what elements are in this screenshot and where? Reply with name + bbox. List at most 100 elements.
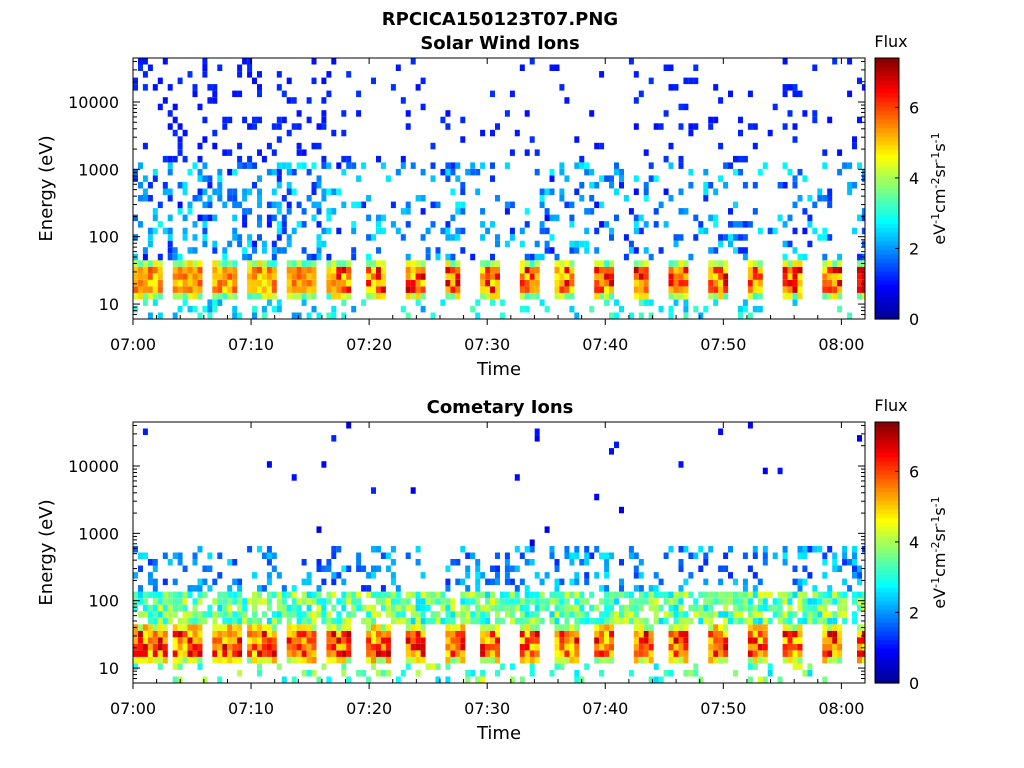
colorbar-segment (875, 465, 899, 471)
heatmap-cell (847, 312, 853, 319)
colorbar-segment (875, 127, 899, 133)
heatmap-cell (187, 71, 193, 78)
heatmap-cell (747, 292, 753, 300)
heatmap-cell (167, 253, 173, 261)
heatmap-cell (594, 286, 600, 293)
heatmap-cell (713, 611, 719, 618)
heatmap-cell (242, 116, 248, 124)
heatmap-cell (534, 630, 540, 638)
heatmap-cell (291, 123, 297, 130)
heatmap-cell (648, 162, 654, 169)
heatmap-cell (509, 234, 515, 241)
colorbar-segment (875, 131, 899, 137)
heatmap-cell (713, 656, 719, 664)
heatmap-cell (797, 604, 803, 612)
heatmap-cell (192, 266, 198, 274)
heatmap-cell (747, 260, 753, 267)
heatmap-cell (257, 116, 262, 124)
heatmap-cell (648, 253, 654, 261)
heatmap-cell (792, 182, 798, 189)
heatmap-cell (142, 279, 148, 287)
heatmap-cell (321, 77, 327, 85)
heatmap-cell (266, 461, 272, 468)
heatmap-cell (663, 617, 669, 625)
heatmap-cell (475, 676, 481, 683)
heatmap-cell (822, 286, 828, 293)
colorbar-segment (875, 105, 899, 111)
heatmap-cell (157, 260, 163, 267)
heatmap-cell (638, 643, 644, 651)
heatmap-cell (217, 286, 223, 293)
heatmap-cell (376, 643, 381, 651)
heatmap-cell (177, 630, 183, 638)
heatmap-cell (837, 643, 843, 651)
heatmap-cell (609, 279, 614, 287)
heatmap-cell (187, 260, 193, 267)
heatmap-cell (311, 617, 317, 625)
heatmap-cell (529, 546, 535, 553)
heatmap-cell (445, 663, 451, 670)
heatmap-cell (405, 630, 411, 638)
heatmap-cell (485, 624, 491, 631)
heatmap-cell (138, 637, 143, 644)
heatmap-cell (301, 630, 307, 638)
heatmap-cell (490, 624, 495, 631)
heatmap-cell (177, 624, 183, 631)
heatmap-cell (678, 656, 684, 664)
heatmap-cell (281, 227, 287, 235)
heatmap-cell (306, 578, 312, 586)
heatmap-cell (138, 598, 143, 605)
heatmap-cell (445, 168, 451, 176)
heatmap-cell (440, 116, 446, 124)
heatmap-cell (440, 598, 446, 605)
heatmap-cell (450, 286, 456, 293)
heatmap-cell (733, 221, 738, 228)
heatmap-cell (693, 77, 699, 85)
heatmap-cell (326, 611, 332, 618)
heatmap-cell (490, 637, 495, 644)
heatmap-cell (356, 598, 362, 605)
heatmap-cell (673, 617, 679, 625)
heatmap-cell (281, 90, 287, 98)
heatmap-cell (435, 253, 441, 261)
heatmap-cell (212, 240, 218, 248)
heatmap-cell (187, 168, 193, 176)
heatmap-cell (346, 71, 352, 78)
heatmap-cell (668, 591, 674, 599)
heatmap-cell (638, 656, 644, 664)
heatmap-cell (227, 656, 233, 664)
heatmap-cell (861, 591, 865, 599)
heatmap-cell (678, 123, 684, 130)
heatmap-cell (723, 637, 729, 644)
heatmap-cell (857, 214, 862, 222)
heatmap-cell (718, 578, 724, 586)
heatmap-cell (380, 273, 386, 280)
heatmap-cell (579, 598, 585, 605)
heatmap-cell (410, 604, 416, 612)
heatmap-cell (584, 559, 590, 566)
heatmap-cell (495, 572, 500, 579)
heatmap-cell (252, 279, 257, 287)
heatmap-cell (252, 598, 257, 605)
heatmap-cell (247, 637, 253, 644)
heatmap-cell (291, 643, 297, 651)
heatmap-cell (529, 611, 535, 618)
heatmap-cell (405, 123, 411, 130)
heatmap-cell (658, 617, 664, 625)
colorbar-segment (875, 92, 899, 98)
heatmap-cell (311, 670, 317, 677)
heatmap-cell (192, 604, 198, 612)
heatmap-cell (455, 624, 461, 631)
heatmap-cell (569, 656, 575, 664)
heatmap-cell (261, 637, 267, 644)
heatmap-cell (410, 260, 416, 267)
heatmap-cell (460, 604, 466, 612)
heatmap-cell (301, 247, 307, 254)
heatmap-cell (812, 617, 818, 625)
heatmap-cell (485, 630, 491, 638)
heatmap-cell (252, 637, 257, 644)
heatmap-cell (420, 77, 426, 85)
colorbar-segment (875, 71, 899, 76)
heatmap-cell (589, 110, 595, 117)
heatmap-cell (197, 585, 203, 592)
